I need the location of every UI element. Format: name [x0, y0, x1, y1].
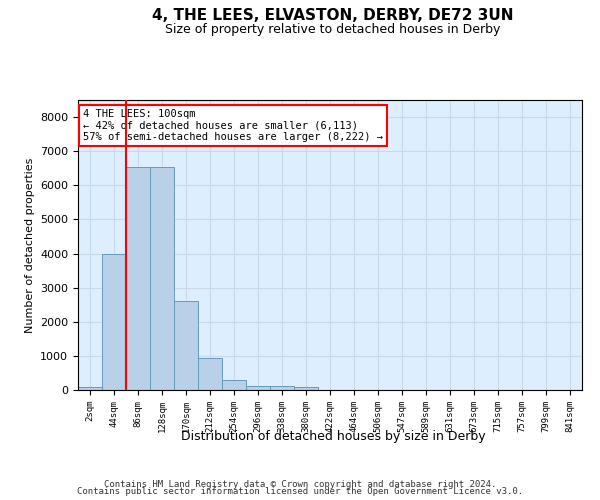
Text: 4, THE LEES, ELVASTON, DERBY, DE72 3UN: 4, THE LEES, ELVASTON, DERBY, DE72 3UN [152, 8, 514, 22]
Text: Distribution of detached houses by size in Derby: Distribution of detached houses by size … [181, 430, 485, 443]
Bar [126, 166, 150, 390]
Text: Contains HM Land Registry data © Crown copyright and database right 2024.: Contains HM Land Registry data © Crown c… [104, 480, 496, 489]
Bar [198, 358, 222, 390]
Text: Size of property relative to detached houses in Derby: Size of property relative to detached ho… [166, 22, 500, 36]
Bar [150, 166, 174, 390]
Y-axis label: Number of detached properties: Number of detached properties [25, 158, 35, 332]
Bar [270, 386, 294, 390]
Bar [294, 387, 318, 390]
Bar [78, 388, 102, 390]
Bar [222, 380, 246, 390]
Bar [174, 302, 198, 390]
Bar [102, 254, 126, 390]
Text: 4 THE LEES: 100sqm
← 42% of detached houses are smaller (6,113)
57% of semi-deta: 4 THE LEES: 100sqm ← 42% of detached hou… [83, 108, 383, 142]
Text: Contains public sector information licensed under the Open Government Licence v3: Contains public sector information licen… [77, 488, 523, 496]
Bar [246, 386, 270, 390]
